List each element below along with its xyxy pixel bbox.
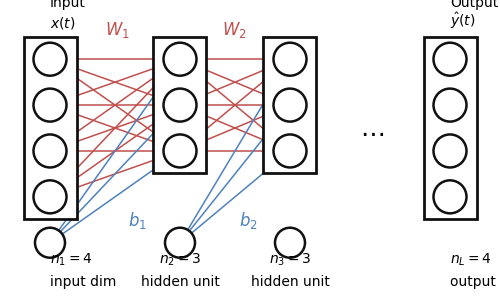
Text: Output: Output [450,0,498,10]
Text: $\hat{y}(t)$: $\hat{y}(t)$ [450,11,475,31]
Ellipse shape [434,89,466,122]
Ellipse shape [434,134,466,168]
Text: $b_2$: $b_2$ [239,210,258,231]
Ellipse shape [164,43,196,76]
Text: $W_1$: $W_1$ [105,20,130,40]
Ellipse shape [434,43,466,76]
Ellipse shape [274,134,306,168]
Ellipse shape [164,134,196,168]
Bar [24,37,76,219]
Ellipse shape [275,228,305,258]
Bar [154,37,206,173]
Ellipse shape [274,43,306,76]
Ellipse shape [164,89,196,122]
Bar [424,37,476,219]
Bar [264,37,316,173]
Text: $\cdots$: $\cdots$ [360,121,384,145]
Text: $W_2$: $W_2$ [222,20,246,40]
Text: hidden unit: hidden unit [140,275,220,289]
Ellipse shape [34,43,66,76]
Ellipse shape [34,89,66,122]
Ellipse shape [274,89,306,122]
Text: $x(t)$: $x(t)$ [50,15,76,31]
Text: $b_1$: $b_1$ [128,210,146,231]
Ellipse shape [35,228,65,258]
Text: input dim: input dim [50,275,116,289]
Text: $n_1 = 4$: $n_1 = 4$ [50,252,92,268]
Text: $n_3 = 3$: $n_3 = 3$ [269,252,311,268]
Ellipse shape [434,180,466,213]
Text: $n_2 = 3$: $n_2 = 3$ [159,252,201,268]
Ellipse shape [34,134,66,168]
Text: hidden unit: hidden unit [250,275,330,289]
Text: output dim: output dim [450,275,500,289]
Ellipse shape [34,180,66,213]
Ellipse shape [165,228,195,258]
Text: Input: Input [50,0,86,10]
Text: $n_L = 4$: $n_L = 4$ [450,252,492,268]
